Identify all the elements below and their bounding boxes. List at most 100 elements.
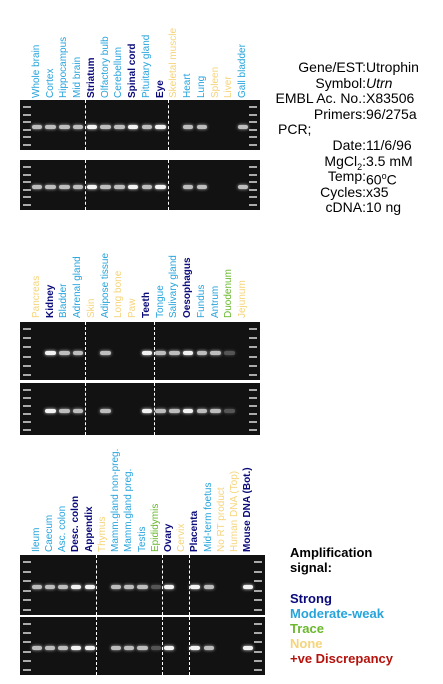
ladder-mark (23, 181, 31, 184)
gel-band (71, 646, 82, 650)
lane-label: Eye (154, 80, 166, 98)
gel-band (71, 585, 82, 589)
lane-label: Olfactory bulb (99, 36, 111, 98)
ladder-mark (23, 364, 31, 367)
ladder-mark (249, 204, 257, 206)
ladder-mark (254, 580, 262, 583)
lane-label: Striatum (85, 57, 97, 98)
ladder-mark (23, 113, 31, 116)
embl-value: X83506 (366, 90, 415, 107)
gel-band (243, 646, 254, 650)
lane-label: Cerebellum (113, 46, 125, 98)
lane-label: Paw (127, 298, 139, 318)
gel-band (72, 185, 84, 189)
legend-trace: Trace (290, 621, 324, 636)
mgcl2-value: 3.5 mM (366, 152, 413, 169)
ladder-mark (249, 106, 257, 108)
legend-title-line1: Amplification (290, 545, 373, 560)
gel-band (169, 351, 180, 355)
lane-separator (96, 617, 98, 675)
ladder-mark (23, 413, 31, 415)
lane-label: Mamm.gland non-preg. (110, 448, 122, 552)
gel-band (111, 646, 122, 650)
gel-band (196, 185, 208, 189)
cdna-label: cDNA: (325, 199, 366, 216)
gel-band (45, 409, 56, 413)
gel-band (224, 409, 235, 413)
embl-label: EMBL Ac. No.: (275, 90, 366, 107)
ladder-mark (23, 328, 31, 330)
ladder-mark (23, 650, 31, 653)
ladder-mark (249, 389, 257, 391)
gel-band (127, 125, 139, 129)
lane-label: Bladder (58, 283, 70, 318)
gel-band (155, 351, 166, 355)
ladder-mark (254, 669, 262, 671)
lane-label: Mid brain (72, 56, 84, 98)
lane-label: Duodenum (223, 269, 235, 318)
gel-band (100, 185, 111, 189)
lane-label: Lung (195, 75, 207, 98)
gel-band (114, 125, 125, 129)
ladder-mark (23, 421, 31, 423)
gel-band (155, 409, 166, 413)
gel-band (237, 185, 249, 189)
lane-label: Placenta (189, 510, 201, 552)
gel-band (45, 185, 56, 189)
lane-separator (167, 160, 169, 210)
lane-separator (162, 617, 164, 675)
gel-band (137, 646, 148, 650)
panel-2: Pancreas Kidney Bladder Adrenal gland Skin Ad… (20, 215, 260, 435)
panel-2-gel-top (20, 322, 260, 380)
gel-band (31, 185, 43, 189)
panel-1-gel-bottom (20, 160, 260, 210)
ladder-mark (23, 669, 31, 671)
lane-label: Asc. colon (57, 505, 69, 552)
gel-band (111, 585, 122, 589)
symbol-value: Utrn (366, 74, 393, 91)
lane-separator (85, 322, 86, 380)
date-value: 11/6/96 (366, 136, 412, 153)
ladder-mark (23, 128, 31, 131)
ladder-mark (249, 166, 257, 168)
gel-band (72, 409, 84, 413)
ladder-mark (23, 374, 31, 376)
ladder-mark (249, 337, 257, 340)
lane-label: Tongue (154, 285, 166, 318)
ladder-mark (249, 397, 257, 399)
lane-label: Gall bladder (237, 44, 249, 98)
ladder-mark (249, 136, 257, 139)
panel-3-lane-labels: Ileum Caecum Asc. colon Desc. colon Appendix… (20, 438, 265, 554)
lane-separator (167, 100, 169, 150)
gel-band (203, 646, 214, 650)
gel-band (163, 646, 174, 650)
gel-band (203, 585, 214, 589)
gel-band (59, 125, 70, 129)
ladder-mark (23, 623, 31, 625)
ladder-mark (249, 364, 257, 367)
gel-band (182, 409, 194, 413)
ladder-mark (23, 346, 31, 349)
lane-label: No RT product (215, 487, 227, 552)
ladder-mark (23, 337, 31, 340)
temp-value: 60oC (366, 171, 397, 188)
ladder-mark (249, 355, 257, 358)
ladder-mark (23, 580, 31, 583)
lane-label: Hippocampus (58, 36, 70, 98)
ladder-mark (23, 173, 31, 176)
panel-1-gel-top (20, 100, 260, 150)
ladder-mark (249, 121, 257, 124)
gel-band (114, 185, 125, 189)
panel-3-gel-top (20, 555, 265, 615)
gene-label: Gene/EST: (298, 59, 366, 75)
legend-strong: Strong (290, 591, 332, 606)
ladder-mark (23, 599, 31, 602)
lane-separator (85, 100, 86, 150)
lane-label: Skin (85, 298, 97, 318)
lane-separator (188, 617, 190, 675)
lane-separator (153, 322, 155, 380)
lane-label: Teeth (140, 292, 152, 318)
gel-band (45, 125, 56, 129)
lane-label: Liver (223, 76, 235, 98)
lane-label: Antrum (209, 285, 221, 318)
